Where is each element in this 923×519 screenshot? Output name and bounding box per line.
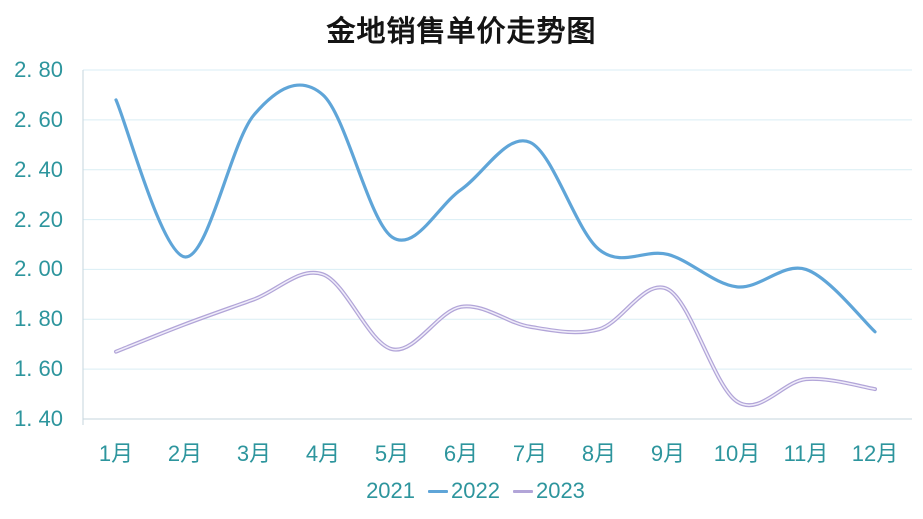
x-axis-label: 10月 — [713, 441, 761, 466]
y-axis-label: 2. 00 — [14, 256, 63, 282]
x-axis-label: 12月 — [851, 441, 899, 466]
legend-swatch-2023 — [512, 489, 533, 493]
legend-swatch-2022 — [428, 489, 449, 493]
y-axis-label: 1. 40 — [14, 406, 63, 431]
series-line-2023 — [114, 270, 877, 408]
x-axis-label: 3月 — [236, 441, 272, 466]
y-axis-label: 2. 80 — [14, 57, 63, 82]
y-axis-label: 1. 60 — [14, 356, 63, 382]
chart-title: 金地销售单价走势图 — [326, 16, 597, 48]
legend-label: 2023 — [535, 478, 585, 503]
series-line-2023-highlight — [115, 272, 876, 406]
series-line-2022 — [114, 83, 877, 334]
x-axis-label: 8月 — [581, 441, 617, 466]
y-axis-label: 2. 20 — [14, 206, 63, 232]
x-axis-label: 7月 — [512, 441, 548, 466]
legend-label: 2021 — [366, 478, 416, 503]
x-axis-label: 6月 — [443, 441, 479, 466]
y-axis-label: 2. 40 — [14, 156, 63, 182]
x-axis-label: 1月 — [98, 441, 134, 466]
legend-label: 2022 — [451, 478, 500, 503]
legend: 2021 2022 2023 — [0, 477, 923, 505]
x-axis-label: 5月 — [374, 441, 410, 466]
legend-item-2022: 2022 — [428, 477, 500, 505]
legend-item-2021: 2021 — [366, 477, 415, 505]
legend-item-2023: 2023 — [512, 477, 585, 505]
x-axis-label: 4月 — [305, 441, 341, 466]
y-axis-label: 1. 80 — [14, 306, 63, 332]
y-axis-label: 2. 60 — [14, 106, 63, 132]
x-axis-label: 2月 — [167, 441, 203, 466]
x-axis-label: 9月 — [650, 441, 686, 466]
x-axis-label: 11月 — [783, 441, 829, 466]
